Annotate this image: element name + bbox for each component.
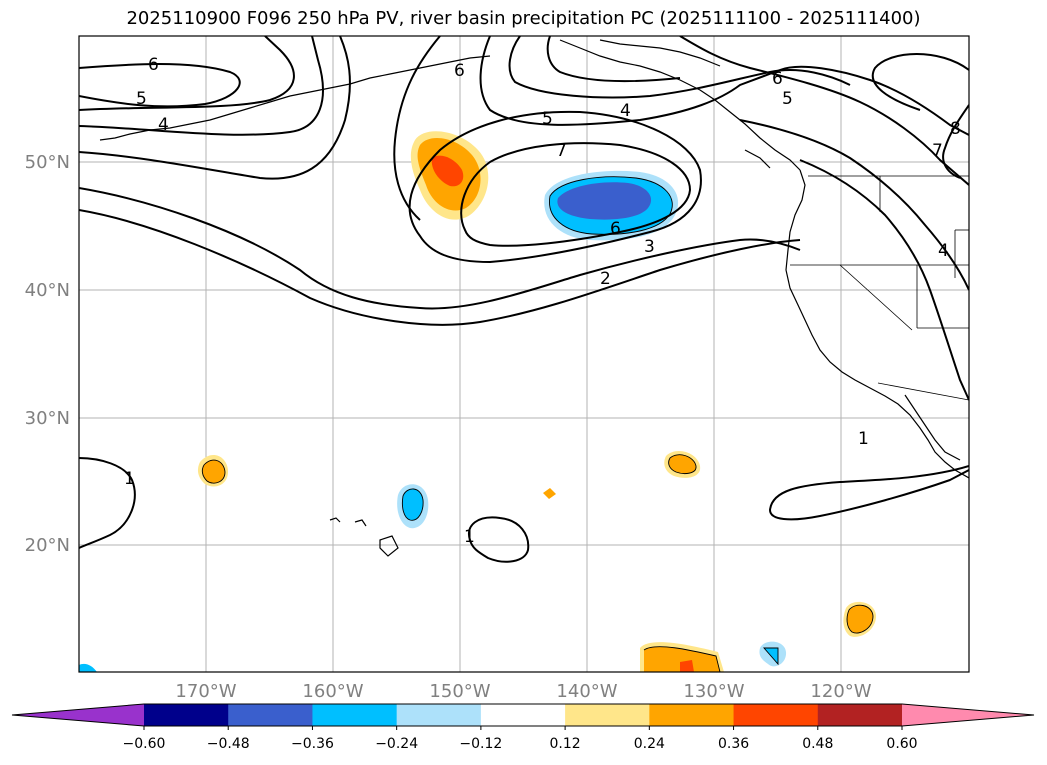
contour-label: 7 xyxy=(556,141,567,161)
contour-label: 1 xyxy=(124,469,135,489)
colorbar-label: −0.60 xyxy=(123,736,166,752)
colorbar-segment xyxy=(565,704,650,726)
colorbar-label: 0.24 xyxy=(634,736,665,752)
pv-contours xyxy=(79,36,969,563)
contour-label: 5 xyxy=(136,89,147,109)
colorbar-segment xyxy=(144,704,229,726)
colorbar-segment xyxy=(228,704,313,726)
contour-label: 4 xyxy=(158,115,169,135)
lon-label: 160°W xyxy=(302,681,363,702)
colorbar: −0.60 −0.48 −0.36 −0.24 −0.12 0.12 0.24 0.36 0.4… xyxy=(11,703,1035,752)
lat-label: 20°N xyxy=(25,535,70,556)
colorbar-segment xyxy=(396,704,482,726)
longitude-labels: 170°W 160°W 150°W 140°W 130°W 120°W xyxy=(175,681,871,702)
contour-label: 1 xyxy=(464,527,475,547)
contour-label: 4 xyxy=(620,101,631,121)
colorbar-segment xyxy=(312,704,398,726)
colorbar-label: −0.24 xyxy=(375,736,418,752)
lat-label: 30°N xyxy=(25,408,70,429)
map-frame-bg xyxy=(79,36,969,672)
contour-label: 2 xyxy=(600,269,611,289)
colorbar-segment xyxy=(649,704,735,726)
contour-label: 4 xyxy=(938,241,949,261)
contour-label: 8 xyxy=(950,119,961,139)
colorbar-segment xyxy=(480,704,566,726)
contour-label: 5 xyxy=(542,109,553,129)
map-frame xyxy=(78,35,970,673)
colorbar-label: 0.36 xyxy=(718,736,749,752)
colorbar-extend-high xyxy=(902,704,1034,726)
gridlines xyxy=(79,36,969,672)
contour-label: 1 xyxy=(858,429,869,449)
colorbar-extend-low xyxy=(12,704,144,726)
contour-label: 6 xyxy=(148,55,159,75)
lon-label: 150°W xyxy=(429,681,490,702)
colorbar-label: 0.48 xyxy=(802,736,833,752)
contour-label: 6 xyxy=(772,69,783,89)
colorbar-label: 0.60 xyxy=(886,736,917,752)
contour-label: 5 xyxy=(782,89,793,109)
lon-label: 140°W xyxy=(556,681,617,702)
precip-negative-shading xyxy=(79,170,787,672)
lat-label: 40°N xyxy=(25,280,70,301)
latitude-labels: 50°N 40°N 30°N 20°N xyxy=(25,152,70,556)
contour-label: 6 xyxy=(610,219,621,239)
colorbar-label: −0.48 xyxy=(207,736,250,752)
map-title: 2025110900 F096 250 hPa PV, river basin … xyxy=(126,8,921,29)
contour-label: 7 xyxy=(932,141,943,161)
colorbar-label: 0.12 xyxy=(550,736,581,752)
lat-label: 50°N xyxy=(25,152,70,173)
contour-labels: 6 5 4 6 5 7 4 6 5 7 8 4 6 3 2 1 1 1 xyxy=(124,55,961,547)
colorbar-segment xyxy=(733,704,819,726)
lon-label: 120°W xyxy=(810,681,871,702)
lon-label: 130°W xyxy=(683,681,744,702)
contour-label: 3 xyxy=(644,237,655,257)
lon-label: 170°W xyxy=(175,681,236,702)
colorbar-label: −0.36 xyxy=(291,736,334,752)
colorbar-label: −0.12 xyxy=(459,736,502,752)
colorbar-segment xyxy=(817,704,903,726)
contour-label: 6 xyxy=(454,61,465,81)
coastlines xyxy=(99,39,969,557)
